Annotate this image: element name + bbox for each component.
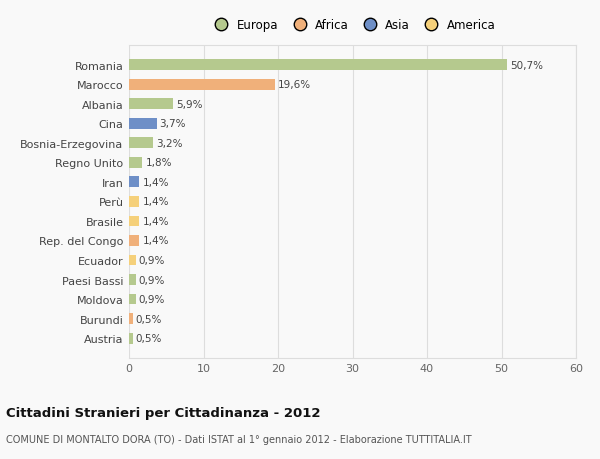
Text: COMUNE DI MONTALTO DORA (TO) - Dati ISTAT al 1° gennaio 2012 - Elaborazione TUTT: COMUNE DI MONTALTO DORA (TO) - Dati ISTA…	[6, 434, 472, 444]
Text: 1,8%: 1,8%	[145, 158, 172, 168]
Bar	[129, 196, 139, 207]
Bar	[129, 138, 153, 149]
Text: 19,6%: 19,6%	[278, 80, 311, 90]
Bar	[129, 294, 136, 305]
Text: 50,7%: 50,7%	[509, 61, 542, 70]
Bar	[129, 235, 139, 246]
Text: 1,4%: 1,4%	[142, 178, 169, 187]
Text: 3,7%: 3,7%	[160, 119, 186, 129]
Bar	[129, 333, 133, 344]
Bar	[129, 255, 136, 266]
Legend: Europa, Africa, Asia, America: Europa, Africa, Asia, America	[205, 14, 500, 37]
Text: 1,4%: 1,4%	[142, 217, 169, 226]
Text: 0,9%: 0,9%	[139, 256, 165, 265]
Bar	[129, 118, 157, 129]
Text: 1,4%: 1,4%	[142, 236, 169, 246]
Text: 5,9%: 5,9%	[176, 100, 202, 109]
Bar	[129, 99, 173, 110]
Text: 0,9%: 0,9%	[139, 295, 165, 304]
Text: 3,2%: 3,2%	[156, 139, 182, 148]
Text: 1,4%: 1,4%	[142, 197, 169, 207]
Bar	[129, 177, 139, 188]
Text: 0,5%: 0,5%	[136, 314, 162, 324]
Bar	[129, 60, 507, 71]
Bar	[129, 274, 136, 285]
Text: 0,9%: 0,9%	[139, 275, 165, 285]
Bar	[129, 313, 133, 325]
Text: Cittadini Stranieri per Cittadinanza - 2012: Cittadini Stranieri per Cittadinanza - 2…	[6, 406, 320, 419]
Bar	[129, 216, 139, 227]
Bar	[129, 79, 275, 90]
Bar	[129, 157, 142, 168]
Text: 0,5%: 0,5%	[136, 334, 162, 343]
